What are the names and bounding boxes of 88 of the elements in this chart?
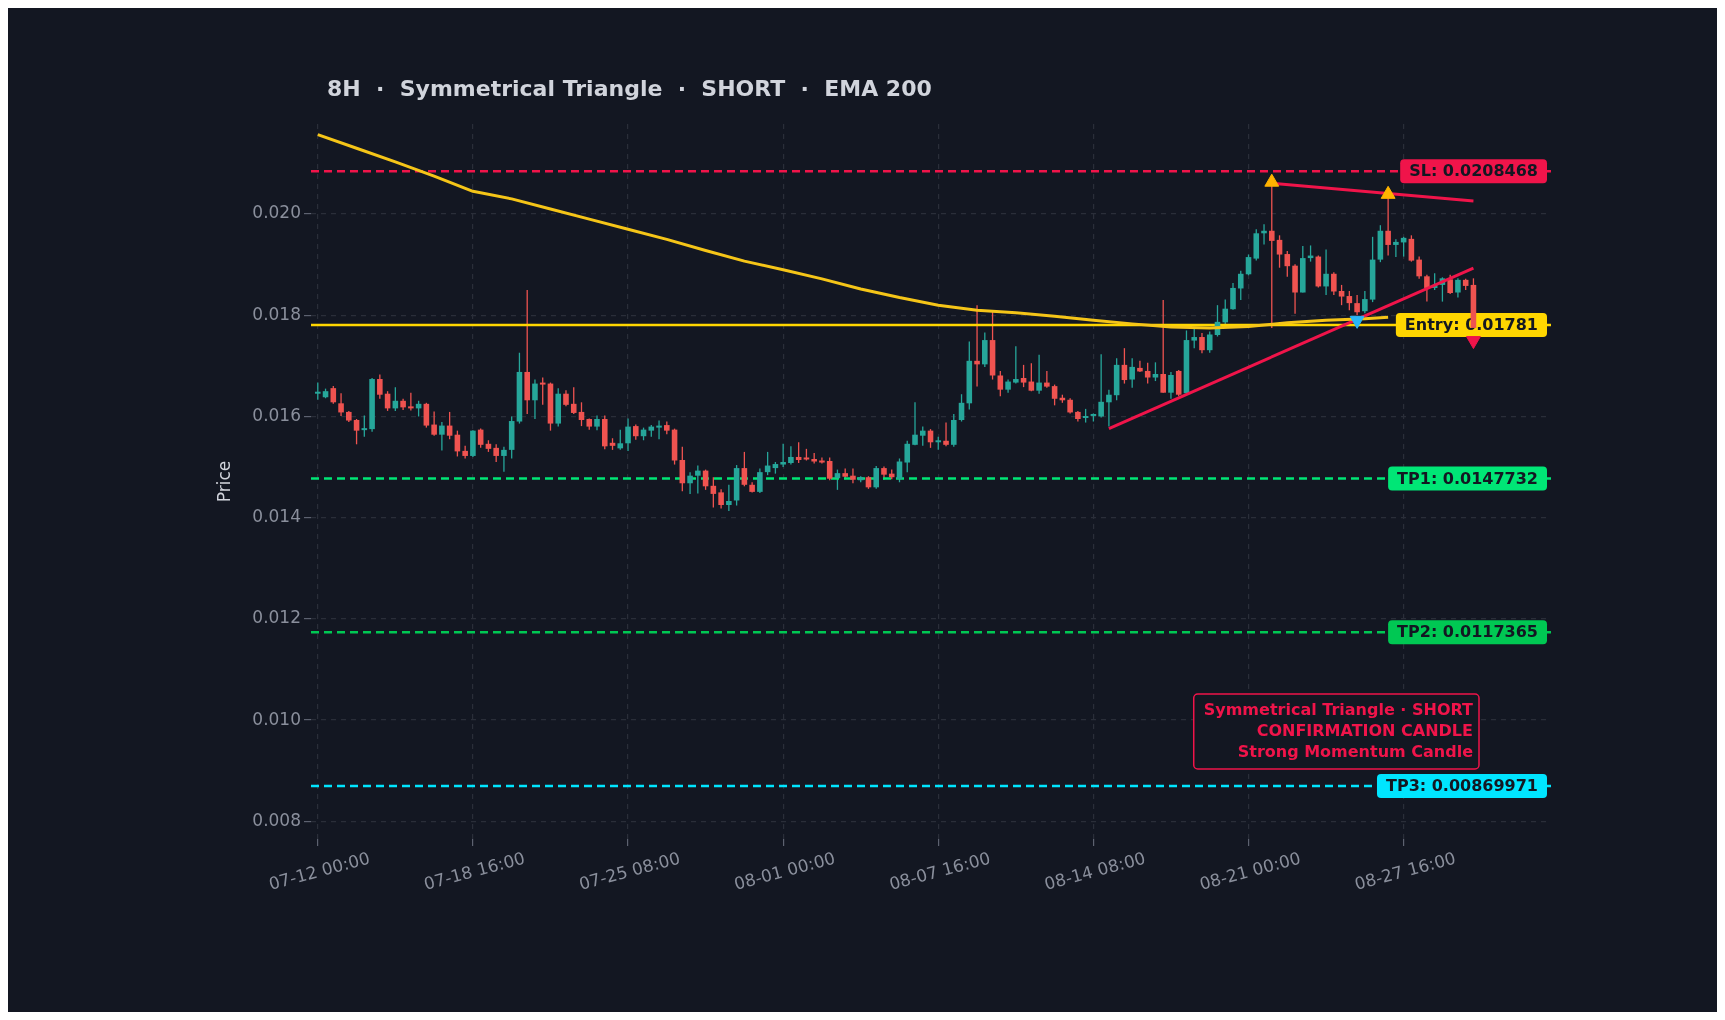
candlestick xyxy=(501,446,507,473)
candlestick xyxy=(1152,361,1159,382)
candlestick xyxy=(718,488,724,510)
x-tick-label: 08-14 08:00 xyxy=(1042,847,1148,894)
candlestick xyxy=(570,386,577,415)
y-tick-label: 0.012 xyxy=(252,607,301,628)
candlestick xyxy=(819,456,825,465)
x-tick-label: 07-25 08:00 xyxy=(576,847,683,894)
x-tick-label: 08-21 00:00 xyxy=(1197,847,1303,894)
candlestick xyxy=(1013,345,1019,385)
candlestick xyxy=(1206,330,1213,354)
candlestick xyxy=(1237,270,1244,301)
candlestick xyxy=(1129,357,1135,389)
annotation: Strong Momentum Candle xyxy=(1237,741,1474,761)
candlestick xyxy=(997,370,1004,397)
candlestick xyxy=(1137,360,1143,373)
ref-line-label: TP1: 0.0147732 xyxy=(1397,468,1539,488)
candlestick xyxy=(1362,290,1368,314)
y-tick-label: 0.016 xyxy=(252,404,301,425)
candlestick xyxy=(1160,299,1166,394)
candlestick xyxy=(1424,274,1430,303)
y-tick-label: 0.010 xyxy=(252,708,301,729)
candlestick xyxy=(1098,353,1104,419)
ref-line-label: TP3: 0.00869971 xyxy=(1385,776,1538,796)
candlestick xyxy=(439,421,445,452)
candlestick xyxy=(656,419,662,440)
candlestick xyxy=(850,467,856,484)
candlestick xyxy=(1416,255,1422,280)
candlestick xyxy=(361,414,368,438)
candlestick xyxy=(1144,362,1151,385)
candlestick xyxy=(408,392,414,412)
y-tick-label: 0.008 xyxy=(252,809,301,830)
x-tick-label: 07-12 00:00 xyxy=(266,847,372,894)
y-axis-title: Price xyxy=(213,460,234,503)
candlestick xyxy=(1175,369,1182,397)
candlestick xyxy=(1168,371,1174,400)
candlestick xyxy=(431,410,437,437)
candlestick xyxy=(912,401,918,446)
candlestick xyxy=(377,373,383,400)
y-tick-label: 0.014 xyxy=(252,506,301,527)
candlestick xyxy=(687,471,693,495)
candlestick xyxy=(1393,238,1399,258)
candlestick xyxy=(726,484,732,512)
candlestick xyxy=(873,465,880,490)
candlestick xyxy=(617,428,624,451)
candlestick xyxy=(1354,294,1360,316)
chart-title: 8H · Symmetrical Triangle · SHORT · EMA 200 xyxy=(327,75,932,101)
candlestick xyxy=(904,440,911,473)
candlestick xyxy=(741,451,748,487)
candlestick xyxy=(1331,271,1337,296)
candlestick xyxy=(338,392,344,417)
candlestick xyxy=(1036,354,1042,395)
y-tick-label: 0.018 xyxy=(252,303,301,324)
x-tick-label: 08-27 16:00 xyxy=(1352,847,1458,894)
candlestick xyxy=(625,417,631,452)
candlestick xyxy=(353,418,360,445)
candlestick xyxy=(1051,383,1058,406)
candlestick xyxy=(826,456,833,481)
candlestick xyxy=(1455,277,1461,299)
ref-line-label: TP2: 0.0117365 xyxy=(1397,622,1539,642)
candlestick xyxy=(1338,284,1345,306)
candlestick xyxy=(919,425,926,447)
candlestick xyxy=(532,378,538,420)
x-tick-label: 08-01 00:00 xyxy=(731,847,838,894)
candlestick xyxy=(1222,298,1229,325)
x-tick-label: 08-07 16:00 xyxy=(887,847,993,894)
candlestick xyxy=(1276,234,1283,269)
candlestick xyxy=(1447,274,1453,295)
candlestick xyxy=(1230,282,1236,311)
candlestick xyxy=(1408,234,1415,263)
ref-line-label: SL: 0.0208468 xyxy=(1409,161,1538,181)
y-tick-label: 0.020 xyxy=(252,202,301,223)
candlestick xyxy=(788,445,794,466)
candlestick xyxy=(1106,389,1112,428)
candlestick xyxy=(780,443,786,468)
annotation: Symmetrical Triangle · SHORT xyxy=(1203,699,1474,719)
annotation: CONFIRMATION CANDLE xyxy=(1256,720,1473,740)
candlestick xyxy=(1199,332,1205,354)
candlestick xyxy=(423,402,430,429)
candlestick xyxy=(1020,364,1027,388)
candlestick xyxy=(1323,248,1329,296)
x-tick-label: 07-18 16:00 xyxy=(421,847,528,894)
candlestick xyxy=(974,304,980,388)
candlestick xyxy=(943,421,949,447)
candlestick xyxy=(757,467,763,494)
candlestick xyxy=(539,376,546,406)
candlestick xyxy=(695,464,701,495)
candlestick xyxy=(1044,370,1050,389)
